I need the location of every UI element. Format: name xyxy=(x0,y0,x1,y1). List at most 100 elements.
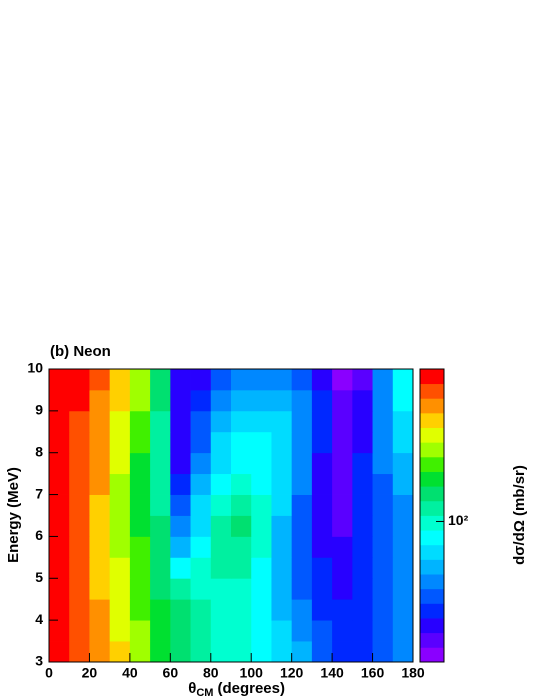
heatmap-cell xyxy=(129,620,151,642)
heatmap-cell xyxy=(69,494,90,516)
heatmap-cell xyxy=(109,557,131,579)
heatmap-cell xyxy=(49,515,70,537)
heatmap-cell xyxy=(210,620,232,642)
colorbar-swatch xyxy=(420,530,444,546)
colorbar-swatch xyxy=(420,456,444,472)
heatmap-cell xyxy=(332,620,353,642)
heatmap-cell xyxy=(311,452,333,475)
heatmap-cell xyxy=(291,599,313,621)
colorbar-swatch xyxy=(420,559,444,575)
heatmap-cell xyxy=(210,641,232,663)
heatmap-cell xyxy=(291,431,313,454)
heatmap-cell xyxy=(69,452,90,475)
heatmap-cell xyxy=(109,410,131,433)
heatmap-cell xyxy=(392,578,414,600)
heatmap-cell xyxy=(352,431,373,454)
colorbar-swatch xyxy=(420,632,444,648)
heatmap-cell xyxy=(231,494,252,516)
heatmap-cell xyxy=(352,536,373,558)
heatmap-cell xyxy=(372,494,394,516)
heatmap-cell xyxy=(129,599,151,621)
heatmap-cell xyxy=(129,515,151,537)
heatmap-cell xyxy=(271,473,293,495)
heatmap-cell xyxy=(372,557,394,579)
heatmap-cell xyxy=(170,473,191,495)
colorbar-swatch xyxy=(420,383,444,399)
colorbar-swatch xyxy=(420,398,444,414)
heatmap-cell xyxy=(49,599,70,621)
heatmap-cell xyxy=(210,431,232,454)
heatmap-cell xyxy=(210,599,232,621)
heatmap-cell xyxy=(109,599,131,621)
heatmap-cell xyxy=(170,641,191,663)
heatmap-cell xyxy=(190,599,212,621)
heatmap-cell xyxy=(372,641,394,663)
heatmap-cell xyxy=(271,389,293,412)
heatmap-cell xyxy=(190,641,212,663)
heatmap-cell xyxy=(170,515,191,537)
heatmap-cell xyxy=(49,410,70,433)
heatmap-cell xyxy=(210,578,232,600)
heatmap-cell xyxy=(372,473,394,495)
x-tick-label: 160 xyxy=(361,665,385,681)
heatmap-cell xyxy=(170,389,191,412)
heatmap-cell xyxy=(291,369,313,391)
heatmap-cell xyxy=(129,494,151,516)
heatmap-cell xyxy=(150,494,171,516)
heatmap-cell xyxy=(150,620,171,642)
heatmap-cell xyxy=(271,515,293,537)
colorbar-swatch xyxy=(420,369,444,385)
heatmap-cell xyxy=(311,389,333,412)
heatmap-cell xyxy=(291,515,313,537)
heatmap-cell xyxy=(291,557,313,579)
heatmap-cell xyxy=(49,473,70,495)
heatmap-cell xyxy=(251,620,272,642)
heatmap-cell xyxy=(231,641,252,663)
heatmap-cell xyxy=(271,431,293,454)
heatmap-cell xyxy=(251,599,272,621)
heatmap-cell xyxy=(392,389,414,412)
heatmap-cell xyxy=(150,641,171,663)
heatmap-cell xyxy=(291,578,313,600)
heatmap-cell xyxy=(210,557,232,579)
heatmap-cell xyxy=(332,536,353,558)
heatmap-cell xyxy=(231,599,252,621)
heatmap-cell xyxy=(170,452,191,475)
heatmap-cell xyxy=(109,473,131,495)
colorbar-swatch xyxy=(420,412,444,428)
heatmap-cell xyxy=(109,536,131,558)
colorbar-swatch xyxy=(420,515,444,531)
y-tick-label: 7 xyxy=(35,485,43,501)
heatmap-cell xyxy=(251,431,272,454)
heatmap-cell xyxy=(392,452,414,475)
heatmap-cell xyxy=(49,557,70,579)
heatmap-cell xyxy=(89,536,111,558)
colorbar-swatch xyxy=(420,603,444,619)
heatmap-cell xyxy=(352,494,373,516)
y-tick-label: 4 xyxy=(35,611,43,627)
heatmap-cell xyxy=(372,369,394,391)
heatmap-cell xyxy=(372,515,394,537)
heatmap-cell xyxy=(89,620,111,642)
heatmap-cell xyxy=(129,578,151,600)
heatmap-cell xyxy=(271,452,293,475)
heatmap-cell xyxy=(210,389,232,412)
heatmap-cell xyxy=(251,452,272,475)
heatmap-cell xyxy=(251,536,272,558)
heatmap-cell xyxy=(352,389,373,412)
colorbar-swatch xyxy=(420,574,444,590)
heatmap-cell xyxy=(231,536,252,558)
heatmap-cell xyxy=(69,515,90,537)
heatmap-cell xyxy=(311,473,333,495)
heatmap-cell xyxy=(109,369,131,391)
heatmap-cell xyxy=(190,389,212,412)
heatmap-cell xyxy=(372,431,394,454)
heatmap-cell xyxy=(190,557,212,579)
heatmap-cell xyxy=(311,515,333,537)
heatmap-cell xyxy=(150,599,171,621)
x-tick-label: 0 xyxy=(45,665,53,681)
heatmap-cell xyxy=(49,620,70,642)
heatmap-cell xyxy=(372,578,394,600)
heatmap-cell xyxy=(170,536,191,558)
